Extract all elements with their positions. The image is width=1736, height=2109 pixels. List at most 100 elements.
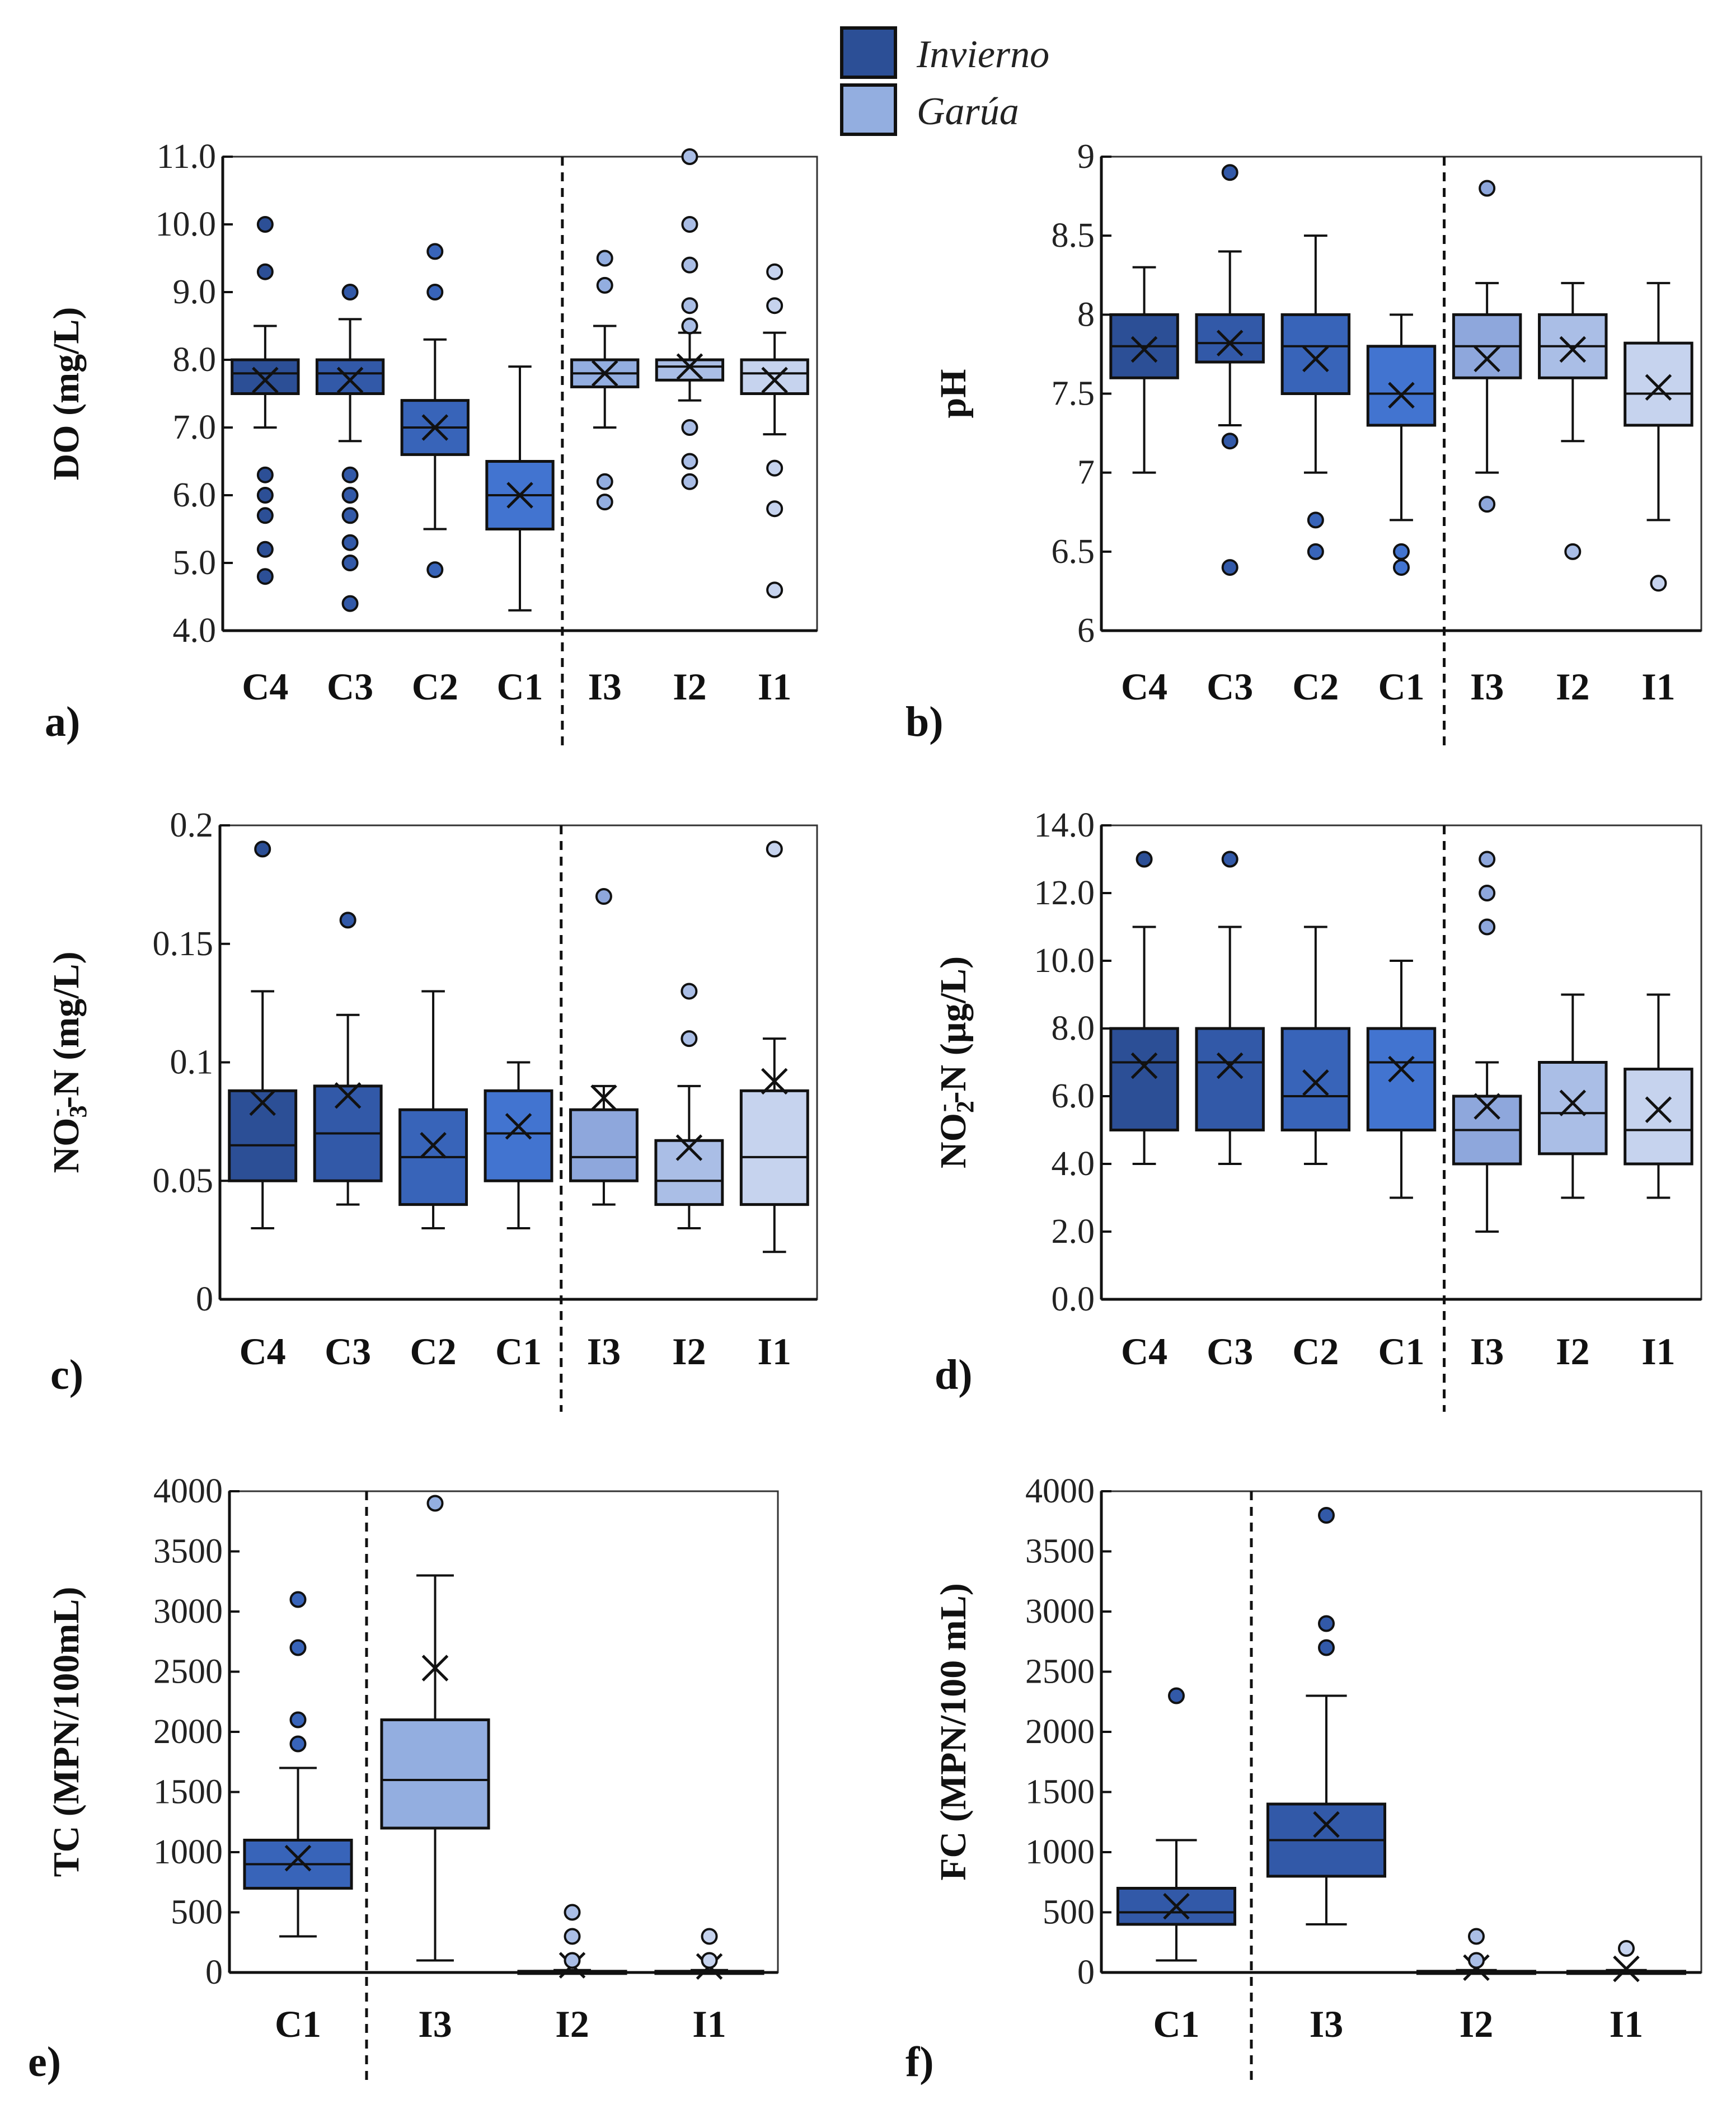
box-i2	[655, 148, 725, 490]
category-label: C3	[327, 665, 373, 708]
legend-swatch-invierno	[840, 26, 897, 79]
box-c4	[1109, 851, 1179, 1165]
y-tick-label: 0	[1077, 1953, 1095, 1991]
panel-label: e)	[28, 2038, 61, 2085]
box-c4	[1109, 266, 1179, 474]
outlier-point	[1468, 1928, 1485, 1945]
box-c1	[1366, 960, 1437, 1199]
box-i3	[1452, 180, 1522, 513]
y-tick-label: 0.0	[1052, 1280, 1095, 1318]
category-label: C1	[275, 2003, 321, 2045]
iqr-box	[1624, 341, 1693, 427]
y-tick-label: 6.0	[1052, 1077, 1095, 1115]
mean-marker	[1302, 345, 1329, 373]
box-i1	[1624, 993, 1693, 1199]
outlier-point	[254, 840, 271, 858]
iqr-box	[1538, 1061, 1608, 1156]
outlier-point	[1564, 543, 1582, 560]
chart-panel: 4.0 5.0 6.0 7.0 8.0 9.0 10.0 11.0 C4 C3 C2 C1 I3 I2 I1…	[45, 138, 818, 747]
iqr-box	[1195, 1027, 1265, 1131]
category-label: C2	[1292, 665, 1339, 708]
outlier-point	[681, 1030, 698, 1048]
outlier-point	[1318, 1639, 1335, 1656]
outlier-point	[1479, 496, 1496, 513]
mean-marker	[1130, 336, 1158, 363]
mean-marker	[675, 1134, 703, 1161]
outlier-point	[256, 263, 274, 280]
category-label: I3	[1470, 665, 1504, 708]
iqr-box	[1624, 1068, 1693, 1166]
mean-marker	[1302, 1069, 1329, 1096]
box-c3	[315, 284, 385, 612]
mean-marker	[505, 1113, 532, 1140]
category-label: C2	[1292, 1330, 1339, 1373]
outlier-point	[1479, 918, 1496, 936]
outlier-point	[1221, 433, 1238, 450]
category-label: I2	[673, 665, 706, 708]
outlier-point	[681, 473, 698, 490]
iqr-box	[228, 1089, 298, 1182]
mean-marker	[1613, 1955, 1640, 1983]
outlier-point	[766, 263, 783, 280]
legend-label-invierno: Invierno	[916, 33, 1049, 76]
y-tick-label: 8.0	[1052, 1009, 1095, 1048]
outlier-point	[289, 1735, 307, 1753]
y-tick-label: 6.0	[173, 476, 217, 514]
panel-label: b)	[905, 698, 944, 745]
mean-marker	[761, 1068, 788, 1095]
outlier-point	[1307, 543, 1324, 560]
y-tick-label: 10.0	[1034, 942, 1095, 980]
panel-label: f)	[905, 2038, 934, 2085]
outlier-point	[256, 487, 274, 504]
plot-frame	[228, 1490, 779, 1974]
chart-panel: 0 500 1000 1500 2000 2500 3000 3500 4000 C1 I3 I2 I1…	[905, 1472, 1702, 2085]
outlier-point	[701, 1952, 718, 1969]
outlier-point	[681, 317, 698, 335]
outlier-point	[564, 1928, 581, 1945]
y-tick-label: 14.0	[1034, 806, 1095, 844]
category-label: I2	[555, 2003, 589, 2045]
y-tick-label: 3000	[1025, 1593, 1095, 1631]
outlier-point	[256, 466, 274, 483]
mean-marker	[420, 1131, 447, 1159]
category-label: C3	[1207, 1330, 1253, 1373]
panel-label: d)	[935, 1351, 973, 1398]
y-tick-label: 2.0	[1052, 1213, 1095, 1251]
outlier-point	[426, 561, 444, 579]
y-tick-label: 6.5	[1052, 533, 1095, 571]
y-tick-label: 7.0	[173, 408, 217, 447]
category-label: I3	[1310, 2003, 1343, 2045]
box-i3	[380, 1495, 490, 1962]
mean-marker	[1313, 1811, 1340, 1838]
y-tick-label: 4000	[153, 1472, 223, 1510]
mean-marker	[1163, 1892, 1190, 1920]
y-tick-label: 0	[196, 1280, 213, 1318]
box-c2	[1280, 234, 1351, 560]
box-i1	[739, 840, 809, 1253]
category-label: C1	[1378, 1330, 1424, 1373]
box-i3	[569, 888, 639, 1206]
box-i1	[1624, 281, 1693, 592]
category-label: I3	[418, 2003, 452, 2045]
category-label: C4	[1121, 1330, 1167, 1373]
outlier-point	[681, 297, 698, 314]
iqr-box	[654, 1139, 724, 1206]
outlier-point	[681, 148, 698, 165]
y-tick-label: 8.0	[173, 341, 217, 379]
iqr-box	[655, 358, 725, 382]
iqr-box	[739, 1089, 809, 1206]
y-tick-label: 8	[1077, 295, 1095, 334]
mean-marker	[421, 1655, 449, 1681]
box-c2	[1280, 926, 1351, 1165]
outlier-point	[1393, 559, 1410, 576]
legend-swatch-garua	[840, 83, 897, 136]
box-c3	[1195, 851, 1265, 1165]
outlier-point	[681, 256, 698, 274]
y-tick-label: 12.0	[1034, 874, 1095, 912]
y-tick-label: 6	[1077, 612, 1095, 650]
y-tick-label: 1500	[153, 1773, 223, 1811]
category-label: I2	[1556, 1330, 1589, 1373]
outlier-point	[289, 1639, 307, 1656]
outlier-point	[596, 473, 613, 490]
y-tick-label: 4.0	[1052, 1145, 1095, 1183]
